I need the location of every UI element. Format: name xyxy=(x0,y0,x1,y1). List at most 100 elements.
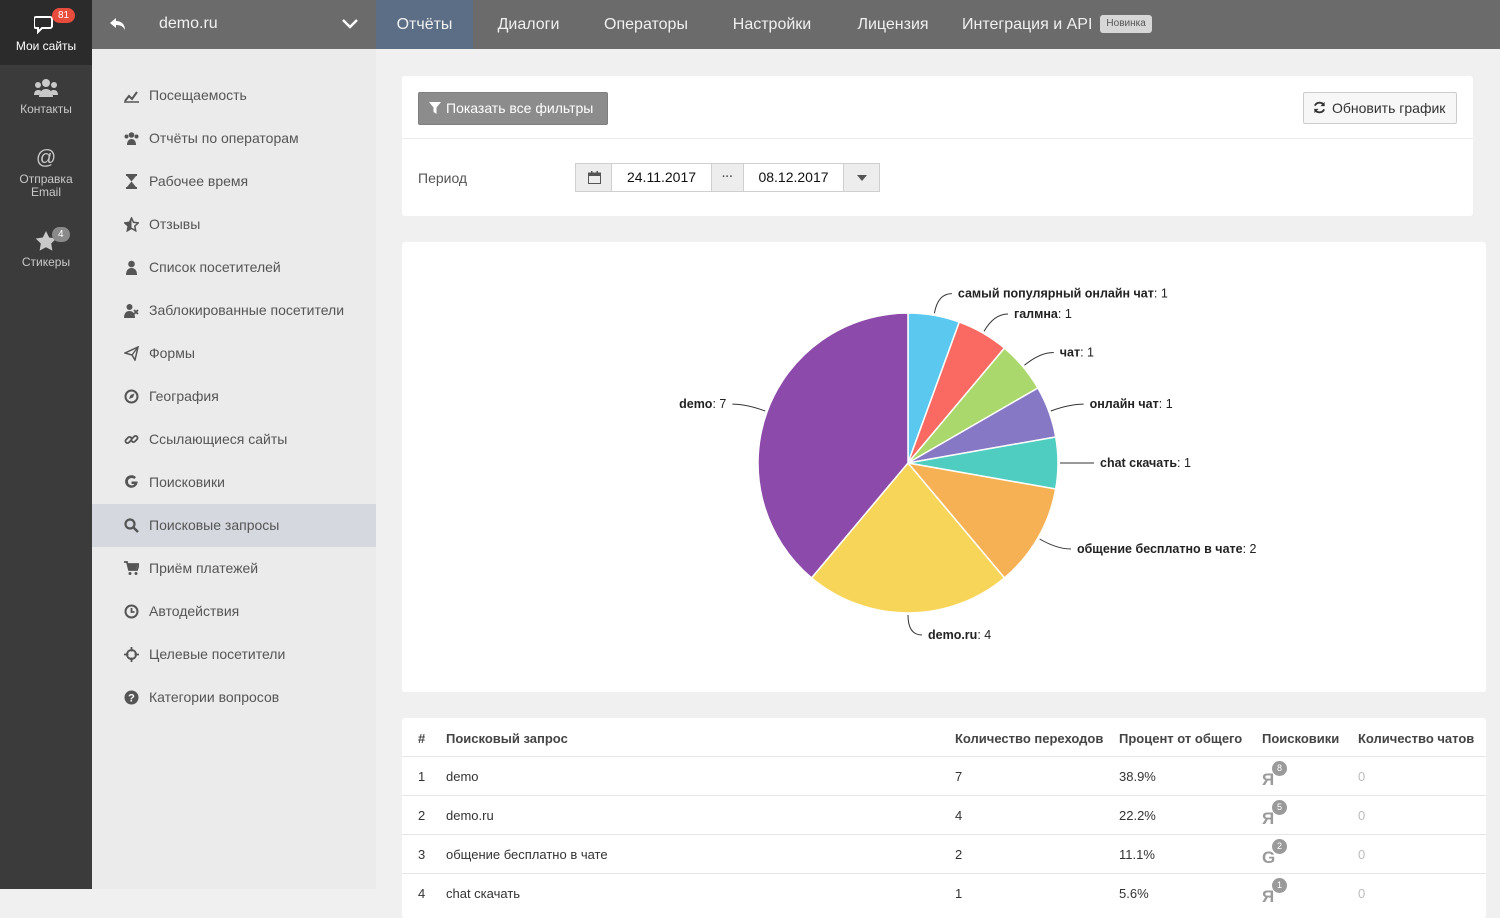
row-number: 2 xyxy=(418,808,426,823)
row-number: 3 xyxy=(418,847,426,862)
engine-count-badge: 5 xyxy=(1272,800,1287,815)
pie-leader-line xyxy=(732,403,766,412)
rail-stickers-label: Стикеры xyxy=(21,255,71,269)
pie-leader-line xyxy=(1039,538,1071,550)
col-header-query[interactable]: Поисковый запрос xyxy=(446,731,568,746)
pie-slice[interactable] xyxy=(757,312,909,579)
pie-data-label: demo: 7 xyxy=(679,397,726,411)
filters-divider xyxy=(402,138,1473,139)
sidebar-item[interactable]: Отзывы xyxy=(92,203,376,246)
tab-operators[interactable]: Операторы xyxy=(604,16,688,33)
pie-label-colon: : xyxy=(1080,345,1087,359)
date-to-input[interactable]: 08.12.2017 xyxy=(743,163,844,192)
sidebar-item[interactable]: Автодействия xyxy=(92,590,376,633)
row-clicks: 2 xyxy=(955,847,963,862)
tab-license[interactable]: Лицензия xyxy=(857,16,929,33)
sidebar-item[interactable]: Посещаемость xyxy=(92,74,376,117)
sidebar-item[interactable]: География xyxy=(92,375,376,418)
col-header-clicks[interactable]: Количество переходов xyxy=(955,731,1104,746)
reports-sidebar: Посещаемость Отчёты по операторам Рабочее … xyxy=(92,49,376,889)
tab-settings[interactable]: Настройки xyxy=(732,16,812,33)
pie-label-value: 1 xyxy=(1184,456,1191,470)
rail-contacts[interactable]: Контакты xyxy=(0,77,92,127)
sidebar-item-label: Список посетителей xyxy=(149,259,281,275)
reply-arrow-icon[interactable] xyxy=(108,14,128,34)
row-chats: 0 xyxy=(1358,769,1366,784)
filter-icon xyxy=(429,102,441,114)
rail-email-label-1: Отправка xyxy=(19,172,73,186)
chevron-down-icon[interactable] xyxy=(342,18,358,30)
pie-data-label: чат: 1 xyxy=(1060,345,1094,359)
current-site-name: demo.ru xyxy=(159,15,218,32)
row-percent: 5.6% xyxy=(1119,886,1149,901)
users-icon xyxy=(124,132,139,145)
row-number: 1 xyxy=(418,769,426,784)
contacts-icon xyxy=(34,79,58,97)
sidebar-item-label: Заблокированные посетители xyxy=(149,302,345,318)
date-from-input[interactable]: 24.11.2017 xyxy=(611,163,712,192)
refresh-chart-button[interactable]: Обновить график xyxy=(1303,92,1457,124)
pie-leader-line xyxy=(933,293,952,314)
search-icon xyxy=(124,518,139,533)
sidebar-item[interactable]: Отчёты по операторам xyxy=(92,117,376,160)
sidebar-item-label: Поисковики xyxy=(149,474,225,490)
hourglass-icon xyxy=(126,174,137,189)
sidebar-item-label: Отчёты по операторам xyxy=(149,130,299,146)
calendar-icon xyxy=(588,171,601,184)
rail-my-sites[interactable]: Мои сайты 81 xyxy=(0,0,92,65)
caret-down-icon xyxy=(857,175,867,181)
pie-slice[interactable] xyxy=(810,461,1006,614)
sidebar-item[interactable]: ? Категории вопросов xyxy=(92,676,376,719)
sidebar-item-label: Посещаемость xyxy=(149,87,247,103)
col-header-number: # xyxy=(418,731,426,746)
show-filters-button[interactable]: Показать все фильтры xyxy=(418,92,608,125)
col-header-percent[interactable]: Процент от общего xyxy=(1119,731,1243,746)
col-header-chats[interactable]: Количество чатов xyxy=(1358,731,1475,746)
row-clicks: 4 xyxy=(955,808,963,823)
sidebar-item[interactable]: Ссылающиеся сайты xyxy=(92,418,376,461)
rail-email[interactable]: @ Отправка Email xyxy=(0,148,92,203)
sidebar-item[interactable]: Заблокированные посетители xyxy=(92,289,376,332)
pie-label-colon: : xyxy=(977,628,984,642)
pie-label-colon: : xyxy=(1243,542,1250,556)
sidebar-item[interactable]: Рабочее время xyxy=(92,160,376,203)
rail-contacts-label: Контакты xyxy=(20,102,72,116)
sidebar-item[interactable]: Поисковики xyxy=(92,461,376,504)
period-dropdown-button[interactable] xyxy=(843,163,880,192)
sidebar-item[interactable]: Целевые посетители xyxy=(92,633,376,676)
row-clicks: 1 xyxy=(955,886,963,901)
pie-data-label: chat скачать: 1 xyxy=(1100,456,1191,470)
tab-integration-api[interactable]: Интеграция и API Новинка xyxy=(962,0,1172,49)
at-sign-icon: @ xyxy=(35,147,57,169)
tab-dialogs[interactable]: Диалоги xyxy=(497,16,560,33)
sidebar-item[interactable]: Формы xyxy=(92,332,376,375)
crosshairs-icon xyxy=(124,647,139,662)
row-percent: 22.2% xyxy=(1119,808,1156,823)
sidebar-item[interactable]: Приём платежей xyxy=(92,547,376,590)
pie-label-value: 4 xyxy=(984,628,991,642)
col-header-engines[interactable]: Поисковики xyxy=(1262,731,1340,746)
rail-stickers[interactable]: Стикеры 4 xyxy=(0,227,92,275)
pie-data-label: онлайн чат: 1 xyxy=(1090,397,1173,411)
site-selector[interactable]: demo.ru xyxy=(92,0,376,49)
sidebar-item[interactable]: Поисковые запросы xyxy=(92,504,376,547)
tab-reports[interactable]: Отчёты xyxy=(376,0,473,49)
engine-count-badge: 8 xyxy=(1272,761,1287,776)
rail-my-sites-label: Мои сайты xyxy=(15,39,77,53)
sidebar-item-label: Автодействия xyxy=(149,603,240,619)
pie-label-colon: : xyxy=(1058,307,1065,321)
calendar-button[interactable] xyxy=(575,163,612,192)
svg-text:?: ? xyxy=(128,693,135,705)
sidebar-item-label: Категории вопросов xyxy=(149,689,280,705)
pie-label-name: общение бесплатно в чате xyxy=(1077,542,1243,556)
row-query: demo.ru xyxy=(446,808,494,823)
pie-slice[interactable] xyxy=(906,461,1057,579)
engine-count-badge: 2 xyxy=(1272,839,1287,854)
rail-email-label-2: Email xyxy=(30,185,61,199)
sidebar-item[interactable]: Список посетителей xyxy=(92,246,376,289)
